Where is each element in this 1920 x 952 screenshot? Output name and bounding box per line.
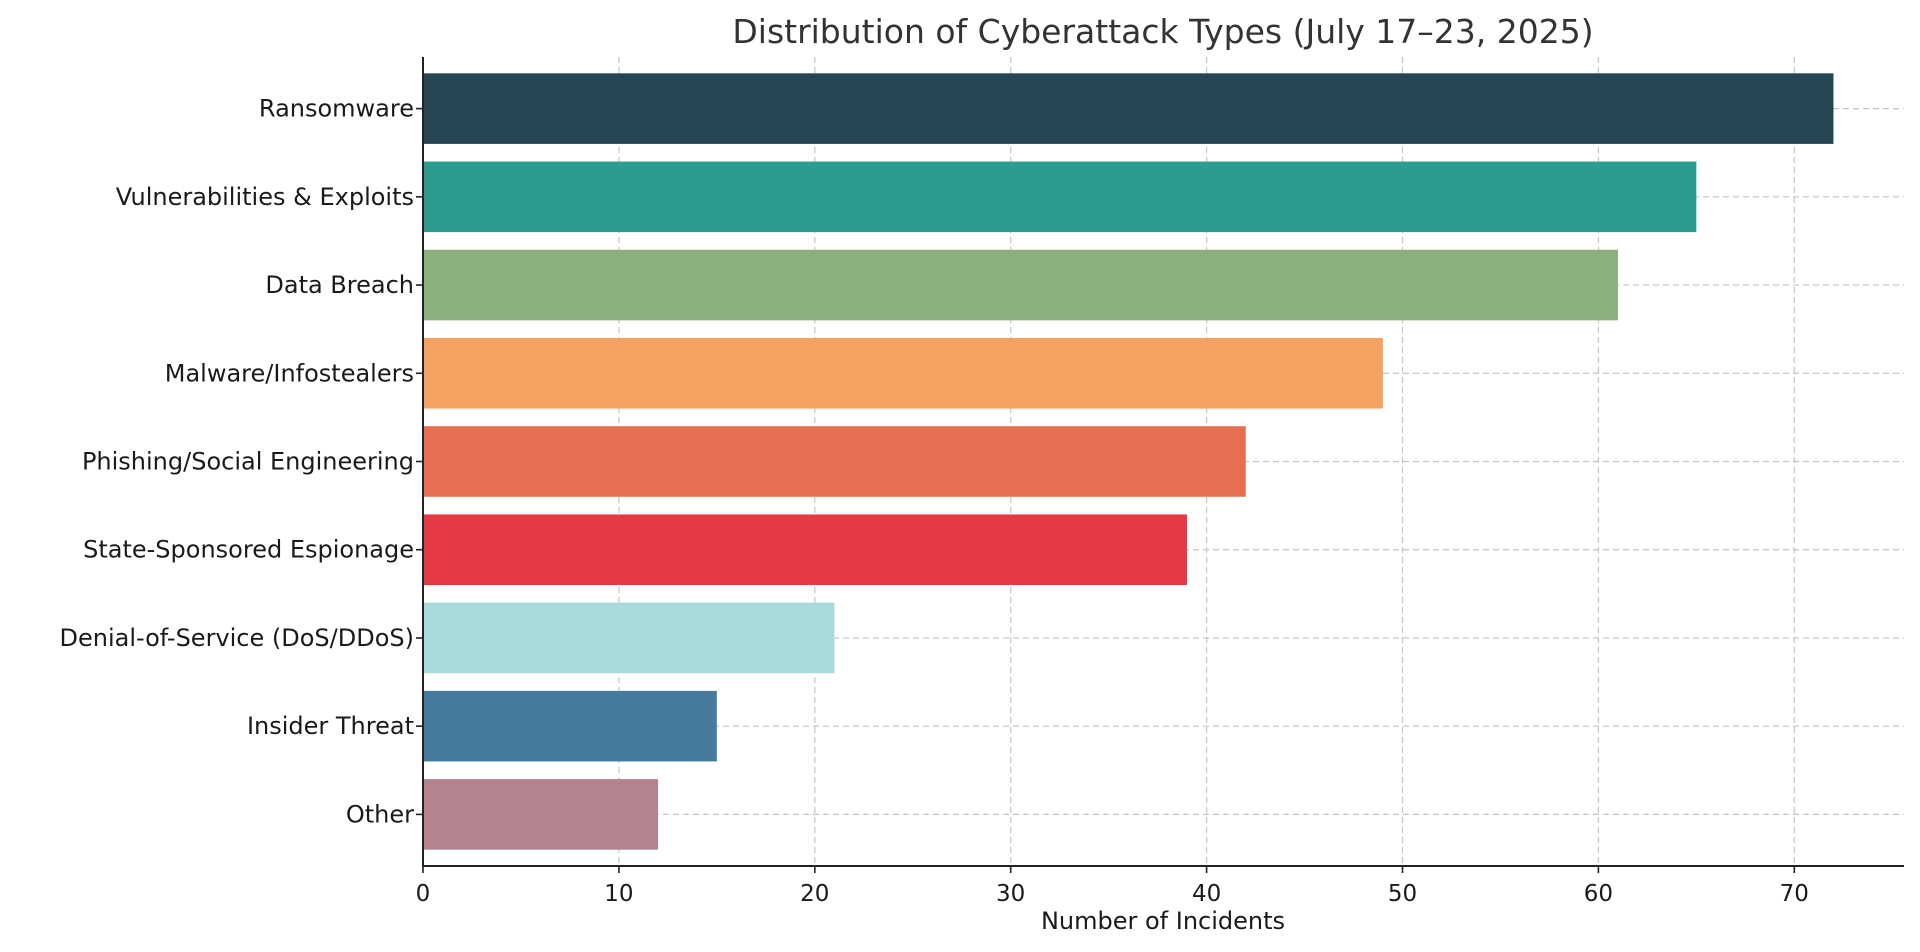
category-label: Phishing/Social Engineering: [82, 448, 414, 476]
category-label: State-Sponsored Espionage: [83, 536, 414, 564]
category-labels: Ransomware Vulnerabilities & Exploits Data…: [59, 95, 414, 829]
category-label: Denial-of-Service (DoS/DDoS): [59, 624, 414, 652]
category-label: Insider Threat: [247, 712, 414, 740]
x-axis-label: Number of Incidents: [1041, 907, 1285, 935]
category-label: Vulnerabilities & Exploits: [116, 183, 414, 211]
category-label: Other: [346, 800, 414, 828]
bar: [423, 337, 1383, 409]
bar: [423, 690, 717, 762]
category-label: Ransomware: [259, 95, 414, 123]
category-label: Data Breach: [265, 271, 414, 299]
x-tick-label: 70: [1780, 881, 1809, 907]
bar: [423, 514, 1188, 586]
x-tick-label: 60: [1584, 881, 1613, 907]
x-tick-labels: 0 10 20 30 40 50 60 70: [416, 881, 1809, 907]
bar: [423, 779, 659, 850]
x-tick-label: 30: [996, 881, 1025, 907]
category-label: Malware/Infostealers: [165, 359, 414, 387]
bar: [423, 426, 1246, 497]
x-tick-label: 20: [800, 881, 829, 907]
x-tick-label: 0: [416, 881, 431, 907]
bar: [423, 602, 835, 674]
x-tick-label: 40: [1192, 881, 1221, 907]
bar: [423, 73, 1834, 144]
bar: [423, 249, 1618, 321]
axes: [416, 57, 1904, 873]
bar: [423, 161, 1697, 233]
chart-title: Distribution of Cyberattack Types (July …: [732, 12, 1593, 51]
x-tick-label: 50: [1388, 881, 1417, 907]
bars: [423, 73, 1834, 850]
x-tick-label: 10: [604, 881, 633, 907]
